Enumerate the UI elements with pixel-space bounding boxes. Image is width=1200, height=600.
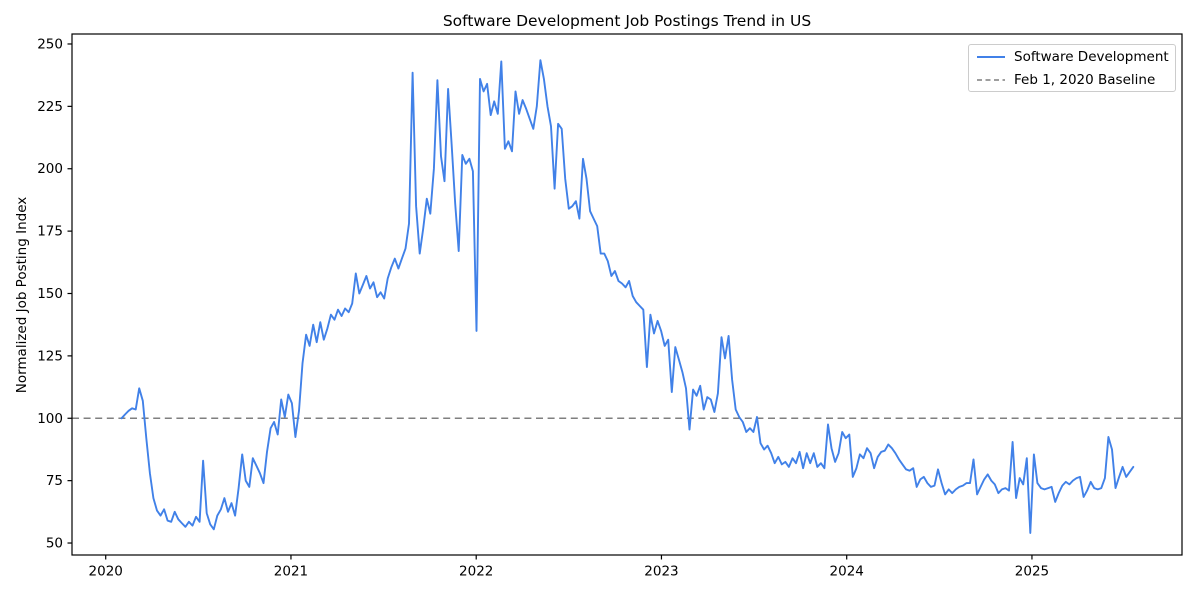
legend-label-baseline: Feb 1, 2020 Baseline bbox=[1014, 71, 1156, 88]
y-tick-label: 250 bbox=[37, 36, 63, 52]
legend: Software Development Feb 1, 2020 Baselin… bbox=[968, 44, 1176, 92]
y-tick-label: 200 bbox=[37, 161, 63, 177]
y-tick-label: 225 bbox=[37, 99, 63, 115]
series-line-0 bbox=[120, 59, 1135, 534]
x-tick-label: 2020 bbox=[89, 564, 123, 580]
chart-title: Software Development Job Postings Trend … bbox=[442, 12, 812, 30]
y-tick-label: 100 bbox=[37, 411, 63, 427]
x-tick-label: 2024 bbox=[830, 564, 864, 580]
y-tick-label: 150 bbox=[37, 286, 63, 302]
legend-item-baseline: Feb 1, 2020 Baseline bbox=[969, 70, 1175, 90]
x-tick-label: 2022 bbox=[459, 564, 493, 580]
legend-line-sample bbox=[977, 55, 1005, 58]
plot-frame bbox=[71, 33, 1183, 556]
x-tick-label: 2025 bbox=[1015, 564, 1049, 580]
legend-dash-sample bbox=[977, 78, 1005, 81]
y-tick-label: 75 bbox=[46, 473, 63, 489]
x-tick-label: 2021 bbox=[274, 564, 308, 580]
legend-label-software-development: Software Development bbox=[1014, 48, 1169, 65]
x-tick-label: 2023 bbox=[644, 564, 678, 580]
y-tick-label: 125 bbox=[37, 348, 63, 364]
y-tick-label: 175 bbox=[37, 224, 63, 240]
y-tick-label: 50 bbox=[46, 536, 63, 552]
legend-item-software-development: Software Development bbox=[969, 47, 1175, 67]
